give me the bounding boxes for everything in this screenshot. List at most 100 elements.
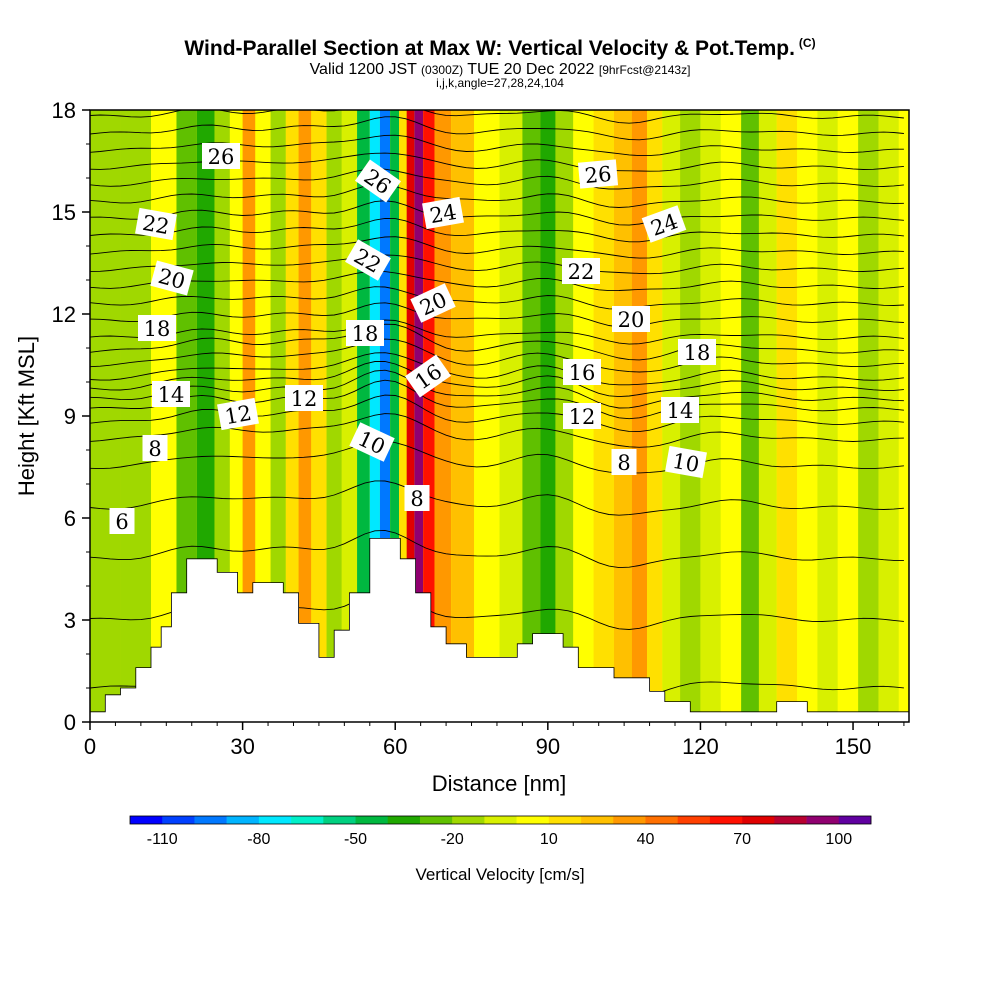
velocity-column [270,110,286,722]
colorbar-swatch [838,816,872,824]
contour-label: 8 [611,449,637,475]
velocity-column [758,110,777,722]
contour-label: 12 [285,385,323,411]
contour-label-box [150,260,194,296]
contour-label-box [135,207,177,241]
velocity-column [613,110,632,722]
isentrope-line [90,379,904,420]
velocity-column [379,110,391,722]
contour-label-text: 10 [671,449,701,477]
contour-label-text: 24 [428,200,458,228]
velocity-column [499,110,523,722]
colorbar-swatch [709,816,743,824]
y-axis-title: Height [Kft MSL] [14,336,39,496]
isentrope-line [90,361,904,398]
contour-label-box [404,354,452,398]
section-params: i,j,k,angle=27,28,24,104 [436,76,564,90]
contour-label-box [410,283,456,323]
velocity-column [390,110,400,722]
isentrope-line [90,254,904,275]
colorbar-swatch [581,816,614,824]
isentrope-line [90,168,904,190]
x-tick-label: 90 [536,734,560,759]
terrain-shape [90,538,909,722]
colorbar-swatch [516,816,550,824]
contour-label: 18 [346,320,384,346]
isentrope-line [90,183,904,208]
y-tick-label: 12 [52,302,76,327]
contour-label: 8 [142,435,168,461]
contour-label: 6 [109,508,135,534]
isentrope-line [90,286,904,310]
contour-label-text: 6 [115,510,128,534]
contour-label-box [562,258,600,284]
contour-label-box [611,449,637,475]
colorbar-tick-label: 70 [733,831,751,848]
contour-label-box [612,306,650,332]
contour-label: 26 [202,143,240,169]
contour-label: 20 [612,306,650,332]
colorbar-swatch [774,816,807,824]
velocity-column [90,110,121,722]
colorbar-swatch [291,816,324,824]
contour-label: 14 [661,397,699,423]
contour-label-text: 26 [208,145,235,169]
contour-label: 12 [563,403,601,429]
contour-label: 8 [404,485,430,511]
contour-label-text: 14 [158,383,185,407]
contour-label-box [354,159,402,203]
contour-label-box [678,339,716,365]
velocity-column [878,110,899,722]
contour-label: 10 [665,445,707,479]
colorbar-swatch [226,816,260,824]
contour-label-box [404,485,430,511]
velocity-column [120,110,152,722]
colorbar-swatch [419,816,453,824]
contour-label-box [142,435,168,461]
colorbar-swatch [323,816,356,824]
colorbar-frame [129,815,872,825]
velocity-column [540,110,556,722]
x-tick-label: 30 [230,734,254,759]
isentrope-line [90,352,904,386]
contour-label: 12 [217,397,259,431]
isentrope-line [90,200,904,226]
colorbar-swatch [162,816,195,824]
velocity-column [776,110,798,722]
chart-subtitle: Valid 1200 JST (0300Z) TUE 20 Dec 2022 [… [0,61,1000,79]
colorbar-title: Vertical Velocity [cm/s] [415,865,584,884]
contour-label-box [345,239,391,281]
contour-label-text: 20 [618,308,645,332]
contour-label-box [138,315,176,341]
x-tick-label: 0 [84,734,96,759]
contour-label-box [577,159,619,189]
contour-label-box [563,359,601,385]
contour-label-box [285,385,323,411]
axes: 0 30 60 90 120 150 0 3 6 9 12 15 18 [52,98,905,759]
contour-label: 18 [678,339,716,365]
contour-label-box [217,397,259,431]
isentrope-line [90,110,904,124]
contour-label: 22 [562,258,600,284]
colorbar-swatch [677,816,711,824]
isentrope-line [90,369,904,409]
velocity-column [898,110,909,722]
velocity-column [858,110,879,722]
contour-label-text: 22 [568,260,595,284]
contour-label-text: 8 [617,451,630,475]
colorbar-swatch [613,816,646,824]
isentrope-line [90,302,904,328]
isentrope-line [90,440,904,474]
isentrope-line [90,217,904,243]
colorbar-swatch [130,816,163,824]
colorbar-swatch [258,816,292,824]
colorbar-swatch [548,816,582,824]
contour-label: 14 [152,381,190,407]
contour-label-text: 26 [584,162,613,188]
isentrope-lines [90,110,904,698]
contour-label-box [665,445,707,479]
isentrope-line [90,480,904,516]
contour-label-text: 18 [684,341,711,365]
